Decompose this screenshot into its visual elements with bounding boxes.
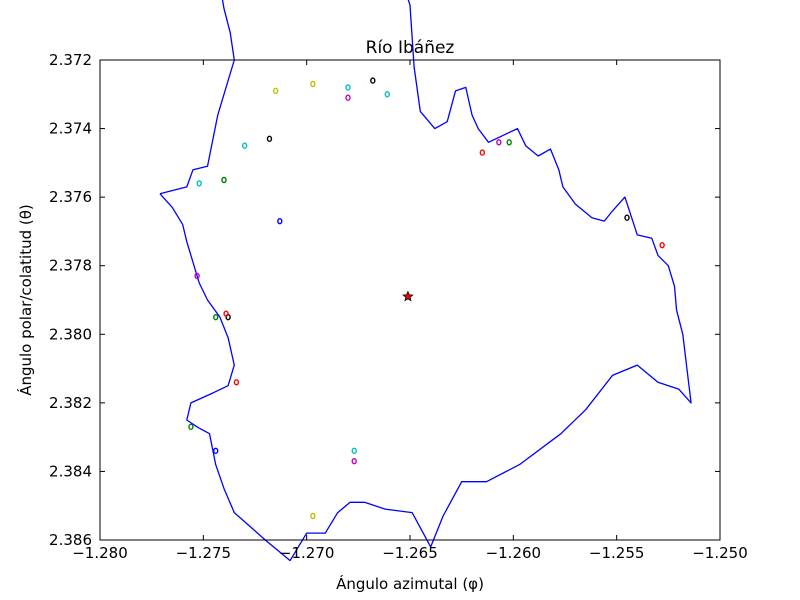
feature-contour	[233, 379, 240, 386]
feature-contour	[351, 447, 357, 455]
y-tick-label: 2.372	[49, 51, 92, 69]
x-tick-label: −1.250	[692, 544, 748, 562]
x-axis-ticks: −1.280 −1.275 −1.270 −1.265 −1.260 −1.255 −1.2…	[72, 60, 748, 562]
x-tick-label: −1.270	[279, 544, 335, 562]
feature-contour	[188, 423, 194, 431]
feature-contour	[272, 87, 279, 95]
y-tick-label: 2.374	[49, 120, 92, 138]
axes-frame	[99, 59, 721, 541]
feature-contour	[213, 313, 219, 321]
feature-contour	[223, 310, 229, 317]
feature-contour	[266, 135, 273, 143]
feature-contour	[351, 457, 357, 465]
feature-contour	[241, 142, 248, 149]
x-tick-label: −1.265	[382, 544, 438, 562]
feature-contour	[221, 176, 227, 184]
feature-contour	[277, 217, 283, 225]
feature-contour	[345, 84, 351, 91]
y-tick-label: 2.382	[49, 394, 92, 412]
y-tick-label: 2.378	[49, 257, 92, 275]
x-tick-label: −1.275	[176, 544, 232, 562]
x-tick-label: −1.255	[589, 544, 645, 562]
feature-contour	[194, 272, 200, 280]
y-tick-label: 2.384	[49, 462, 92, 480]
feature-contour	[496, 139, 502, 146]
outlet-star-marker	[402, 290, 414, 302]
feature-contour	[310, 512, 316, 520]
x-axis-label: Ángulo azimutal (φ)	[336, 574, 484, 593]
plot-area	[159, 0, 692, 562]
feature-contour	[370, 77, 376, 84]
feature-contour	[659, 241, 665, 249]
feature-contour	[196, 180, 202, 187]
feature-contour	[384, 91, 390, 98]
feature-contour	[310, 80, 316, 88]
x-tick-label: −1.260	[486, 544, 542, 562]
feature-contour	[213, 447, 219, 455]
feature-contour	[624, 214, 630, 221]
y-axis-ticks: 2.372 2.374 2.376 2.378 2.380 2.382 2.384 2.386	[49, 51, 720, 549]
chart-title: Río Ibáñez	[366, 38, 455, 58]
feature-contour	[506, 139, 512, 146]
y-tick-label: 2.376	[49, 188, 92, 206]
y-axis-label: Ángulo polar/colatitud (θ)	[16, 204, 35, 396]
catchment-boundary-line	[159, 0, 692, 562]
y-tick-label: 2.380	[49, 325, 92, 343]
y-tick-label: 2.386	[49, 531, 92, 549]
feature-contour	[479, 149, 486, 156]
x-tick-label: −1.280	[72, 544, 128, 562]
feature-contour	[345, 94, 351, 101]
